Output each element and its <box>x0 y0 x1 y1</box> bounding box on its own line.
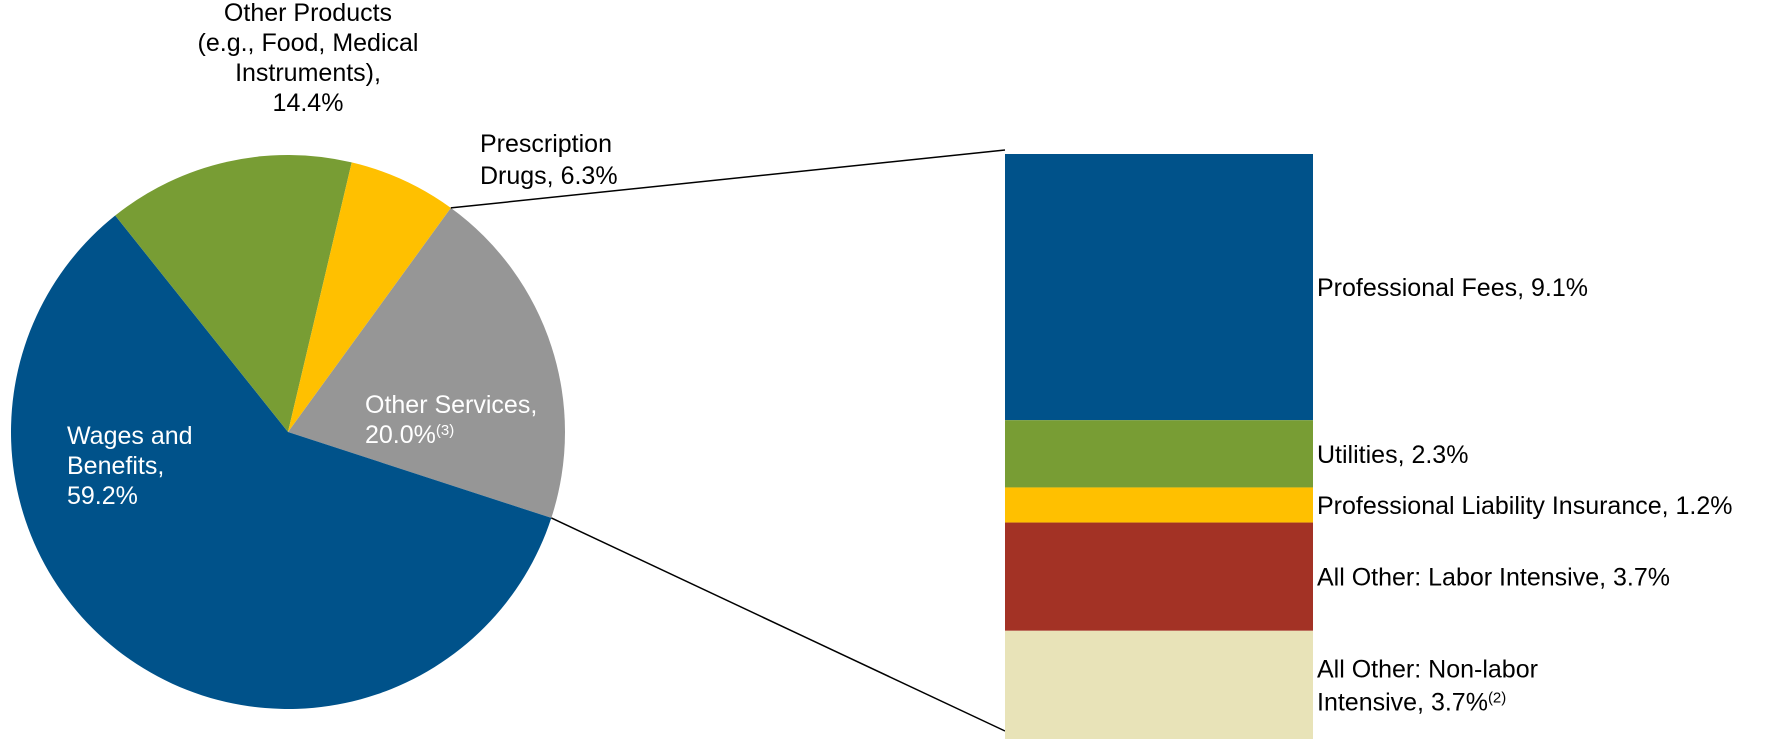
pie-label-prescription-drugs: Prescription Drugs, 6.3% <box>480 130 618 190</box>
pie-label-other-services: Other Services, 20.0%(3) <box>365 391 537 449</box>
bar-segment-2 <box>1005 487 1313 523</box>
bar-label-4: All Other: Non-labor Intensive, 3.7%(2) <box>1317 655 1538 716</box>
pie-slice-other-services <box>288 207 565 518</box>
connector-line-top <box>450 149 1006 209</box>
pie-slice-other-products-e-g-food-medical-instruments <box>115 155 352 432</box>
bar-segment-3 <box>1005 522 1313 631</box>
connector-lines <box>450 149 1006 732</box>
pie-slice-prescription-drugs <box>288 162 451 432</box>
bar-segment-4 <box>1005 630 1313 739</box>
pie-slice-wages-and-benefits <box>10 215 552 709</box>
bar-label-0: Professional Fees, 9.1% <box>1317 274 1588 302</box>
bar-label-1: Utilities, 2.3% <box>1317 441 1468 469</box>
pie-label-other-products-e-g-food-medical-instruments: Other Products (e.g., Food, Medical Instru… <box>198 0 419 117</box>
stacked-bar-chart: Professional Fees, 9.1% Utilities, 2.3% Pr… <box>1005 154 1733 739</box>
bar-segment-0 <box>1005 154 1313 421</box>
pie-label-wages-and-benefits: Wages and Benefits, 59.2% <box>67 422 193 510</box>
bar-label-3: All Other: Labor Intensive, 3.7% <box>1317 564 1670 592</box>
bar-label-2: Professional Liability Insurance, 1.2% <box>1317 492 1733 520</box>
bar-segment-1 <box>1005 420 1313 488</box>
connector-line-bottom <box>551 517 1006 732</box>
pie-chart: Wages and Benefits, 59.2% Other Products (e.… <box>10 0 618 709</box>
